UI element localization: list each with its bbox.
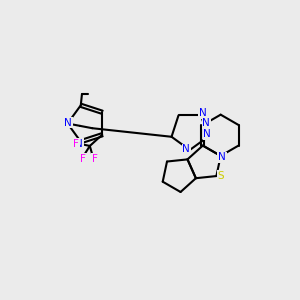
Text: S: S (218, 171, 224, 181)
Text: N: N (182, 144, 190, 154)
Text: N: N (64, 118, 72, 128)
Text: F: F (80, 154, 86, 164)
Text: F: F (92, 154, 98, 164)
Text: N: N (199, 108, 206, 118)
Text: N: N (202, 118, 210, 128)
Text: N: N (218, 152, 226, 162)
Text: N: N (203, 129, 211, 139)
Text: N: N (75, 139, 83, 149)
Text: F: F (73, 139, 79, 148)
